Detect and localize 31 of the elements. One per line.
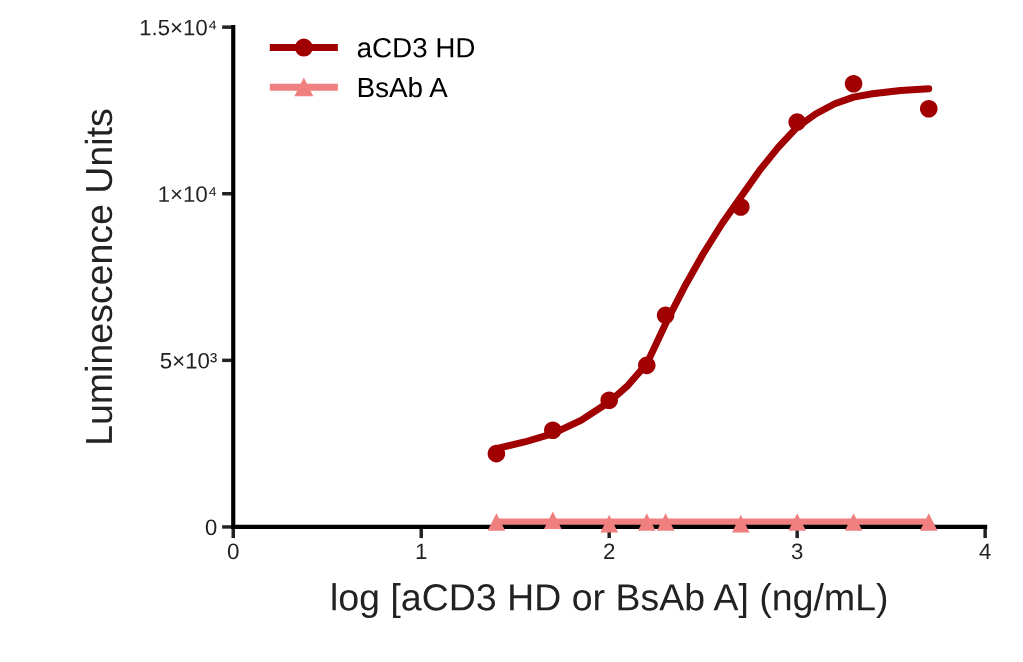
point <box>544 511 562 530</box>
point <box>544 421 562 440</box>
point <box>844 513 863 531</box>
point <box>638 356 656 375</box>
y-tick-label: 1×10⁴ <box>159 186 217 203</box>
point <box>919 99 938 118</box>
point <box>656 306 675 325</box>
point <box>788 513 806 531</box>
point <box>487 513 506 531</box>
legend-label: aCD3 HD <box>357 37 475 58</box>
point <box>638 513 656 531</box>
point <box>487 444 506 463</box>
x-tick-label: 4 <box>979 543 991 560</box>
point <box>919 513 938 531</box>
point <box>732 198 750 216</box>
x-tick-label: 3 <box>791 543 803 560</box>
x-tick-label: 1 <box>416 543 427 560</box>
legend-label: BsAb A <box>358 76 448 98</box>
point <box>656 513 675 531</box>
point <box>844 75 863 93</box>
x-tick-label: 0 <box>227 543 239 560</box>
y-axis-title: Luminescence Units <box>84 109 113 443</box>
point <box>600 391 618 410</box>
y-tick-label: 5×10³ <box>160 352 217 369</box>
y-tick-label: 1.5×10⁴ <box>140 19 217 36</box>
y-tick-label: 0 <box>205 519 217 536</box>
x-axis-title: log [aCD3 HD or BsAb A] (ng/mL) <box>332 583 887 619</box>
point <box>788 113 806 131</box>
point <box>600 514 618 533</box>
point <box>732 514 750 533</box>
x-tick-label: 2 <box>604 543 615 560</box>
